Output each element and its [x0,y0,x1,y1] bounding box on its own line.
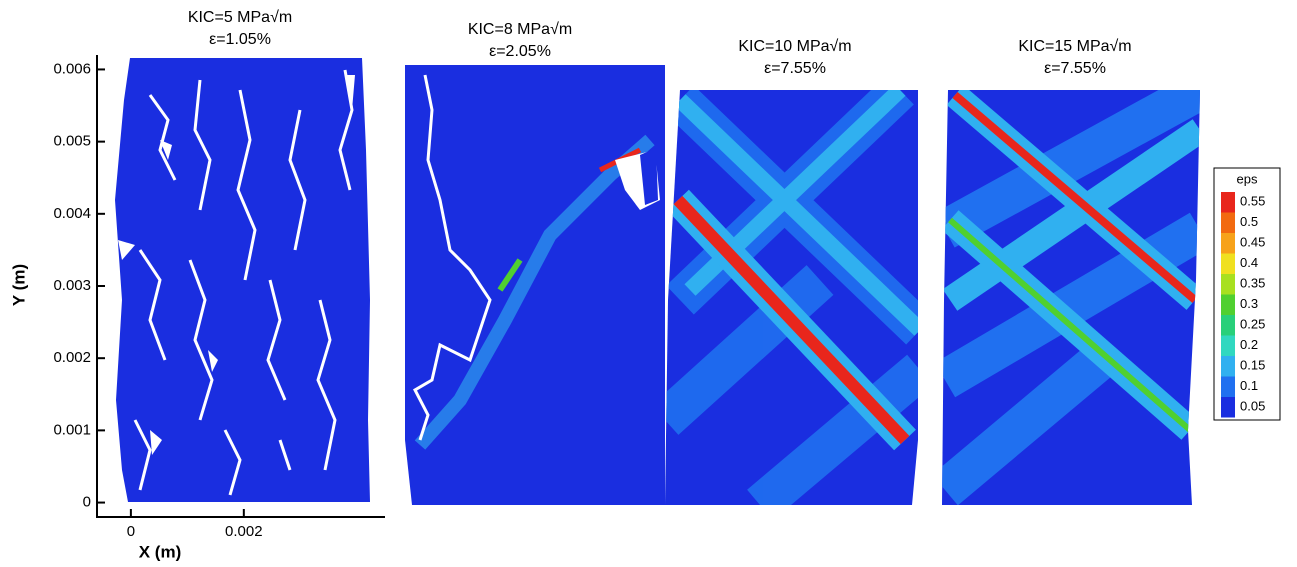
colorbar-label: 0.55 [1240,194,1265,209]
colorbar-swatch [1221,274,1235,295]
colorbar-label: 0.2 [1240,337,1258,352]
x-axis-label: X (m) [139,542,182,561]
y-tick-label: 0.003 [53,277,91,294]
colorbar-swatch [1221,336,1235,357]
colorbar-label: 0.25 [1240,317,1265,332]
panel-3-field [660,88,922,508]
colorbar-swatch [1221,295,1235,316]
colorbar-label: 0.15 [1240,358,1265,373]
x-tick-label: 0 [127,523,135,540]
y-tick-label: 0.005 [53,133,91,150]
panel-title: KIC=10 MPa√m [738,38,851,55]
colorbar-swatch [1221,213,1235,234]
y-axis-label: Y (m) [9,264,28,306]
panel-subtitle: ε=2.05% [489,43,551,60]
colorbar-swatch [1221,356,1235,377]
colorbar-swatch [1221,192,1235,213]
x-tick-label: 0.002 [225,523,263,540]
colorbar-label: 0.05 [1240,399,1265,414]
figure: X (m) Y (m) eps 0 0.001 0.002 0.003 0.004 0.0… [0,0,1297,567]
panel-subtitle: ε=1.05% [209,31,271,48]
colorbar-swatch [1221,377,1235,398]
colorbar-label: 0.3 [1240,296,1258,311]
y-tick-label: 0 [83,494,91,511]
panel-title: KIC=15 MPa√m [1018,38,1131,55]
y-tick-label: 0.006 [53,60,91,77]
y-tick-label: 0.001 [53,421,91,438]
colorbar-label: 0.35 [1240,276,1265,291]
colorbar-swatch [1221,397,1235,418]
panel-title: KIC=5 MPa√m [188,9,292,26]
y-tick-label: 0.002 [53,349,91,366]
panel-subtitle: ε=7.55% [1044,60,1106,77]
panel-2-field [405,65,665,505]
panel-1-field [115,58,370,502]
panel-subtitle: ε=7.55% [764,60,826,77]
panel-4-field [940,88,1202,508]
colorbar-title: eps [1237,171,1258,186]
colorbar-swatch [1221,315,1235,336]
colorbar-swatch [1221,233,1235,254]
colorbar-swatch [1221,254,1235,275]
colorbar-label: 0.5 [1240,214,1258,229]
colorbar-label: 0.45 [1240,235,1265,250]
colorbar-label: 0.4 [1240,255,1258,270]
colorbar-label: 0.1 [1240,378,1258,393]
y-tick-label: 0.004 [53,205,91,222]
panel-title: KIC=8 MPa√m [468,21,572,38]
